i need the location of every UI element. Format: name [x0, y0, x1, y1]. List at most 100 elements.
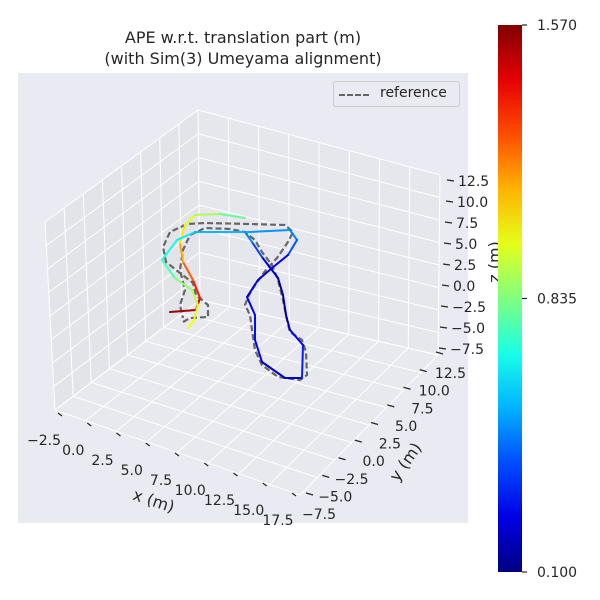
y-axis-tick	[322, 474, 330, 478]
back-gridline	[378, 158, 380, 342]
estimated-trajectory-segment	[246, 296, 256, 316]
y-axis-tick-label: 7.5	[411, 401, 433, 417]
reference-trajectory	[161, 221, 309, 382]
z-axis-tick	[444, 221, 453, 224]
estimated-trajectory-segment	[176, 231, 196, 241]
z-axis-tick-label: 2.5	[454, 258, 476, 274]
legend-reference-label: reference	[380, 85, 447, 101]
estimated-trajectory-segment	[249, 229, 291, 233]
back-gridline	[407, 166, 411, 349]
left-gridline	[50, 228, 200, 340]
x-axis-tick	[57, 412, 63, 417]
floor-gridline	[269, 347, 409, 485]
floor-gridline	[299, 354, 439, 496]
y-axis-tick-label: 2.5	[379, 437, 401, 453]
estimated-trajectory-segment	[169, 309, 197, 313]
z-axis-tick	[440, 305, 449, 308]
estimated-trajectory-segment	[192, 279, 201, 299]
z-axis-tick-label: 10.0	[457, 195, 488, 211]
colorbar-tick-label: 1.570	[537, 18, 577, 34]
x-axis-tick	[174, 452, 180, 457]
left-gridline	[52, 252, 200, 364]
left-gridline	[54, 299, 201, 411]
estimated-trajectory-segment	[289, 329, 304, 346]
x-axis-tick-label: 10.0	[175, 483, 206, 499]
left-gridline	[53, 275, 201, 387]
y-axis-tick-label: 10.0	[419, 384, 450, 400]
floor-pane	[55, 300, 438, 495]
floor-gridline	[127, 354, 370, 426]
y-axis-tick-label: 0.0	[362, 454, 384, 470]
x-axis-tick	[291, 492, 297, 497]
chart-title: APE w.r.t. translation part (m)	[124, 28, 362, 47]
estimated-trajectory-segment	[261, 256, 279, 279]
z-axis-tick	[445, 200, 454, 203]
estimated-trajectory-segment	[191, 289, 199, 306]
x-axis-tick	[262, 482, 268, 487]
x-axis-tick	[116, 432, 121, 437]
left-gridline	[140, 151, 147, 342]
z-axis-tick	[442, 263, 451, 266]
y-axis-tick-label: −2.5	[335, 472, 369, 488]
y-axis-tick	[370, 421, 379, 426]
x-axis-tick-label: 0.0	[62, 443, 84, 459]
x-axis-tick-label: −2.5	[27, 433, 61, 449]
estimated-trajectory-segment	[174, 277, 193, 291]
estimated-trajectory-segment	[161, 259, 176, 279]
left-gridline	[159, 137, 165, 328]
estimated-trajectory-segment	[219, 213, 246, 219]
x-axis-tick-label: 7.5	[150, 473, 172, 489]
floor-gridline	[145, 340, 387, 408]
estimated-trajectory-segment	[161, 239, 178, 261]
z-axis-tick	[441, 284, 450, 287]
estimated-trajectory-segment	[277, 277, 284, 296]
y-axis-tick-label: −7.5	[302, 507, 336, 523]
x-axis-tick-label: 17.5	[262, 513, 293, 529]
back-gridline	[198, 204, 440, 266]
left-gridline	[49, 204, 200, 317]
z-axis-tick-label: −7.5	[450, 342, 484, 358]
z-axis-tick	[446, 179, 455, 182]
estimated-trajectory-segment	[246, 279, 259, 298]
estimated-trajectory-segment	[254, 339, 263, 363]
z-axis-tick	[438, 347, 447, 350]
z-axis-tick-label: −5.0	[451, 321, 485, 337]
back-gridline	[437, 174, 441, 356]
y-axis-tick	[338, 457, 346, 461]
estimated-trajectory-segment	[182, 261, 194, 281]
y-axis-tick-label: 5.0	[395, 419, 417, 435]
x-axis-tick-label: 2.5	[91, 453, 113, 469]
floor-gridline	[238, 340, 379, 475]
estimated-trajectory-segment	[179, 242, 184, 263]
z-axis-tick-label: 5.0	[455, 237, 477, 253]
estimated-trajectory-segment	[184, 214, 196, 226]
estimated-trajectory-segment	[251, 241, 263, 258]
back-gridline	[348, 150, 350, 335]
back-gridline	[199, 299, 439, 356]
legend: reference	[333, 81, 460, 107]
x-axis-tick	[86, 422, 92, 427]
y-axis-tick	[354, 439, 362, 443]
x-axis-tick-label: 12.5	[204, 493, 235, 509]
estimated-trajectory-segment	[261, 361, 286, 379]
y-axis-tick-label: 12.5	[435, 366, 466, 382]
y-axis-tick	[435, 351, 444, 355]
floor-gridline	[163, 327, 404, 391]
colorbar	[498, 25, 522, 572]
estimated-trajectory-segment	[179, 224, 186, 244]
y-axis-tick-label: −5.0	[318, 489, 352, 505]
y-axis-tick	[387, 404, 395, 408]
y-axis-tick	[403, 386, 411, 390]
x-axis-tick	[145, 442, 151, 447]
z-axis-tick-label: 0.0	[453, 279, 475, 295]
z-axis-tick-label: 12.5	[458, 174, 489, 190]
y-axis-tick	[305, 492, 314, 496]
colorbar-tick-label: 0.100	[537, 565, 577, 581]
back-gridline	[199, 252, 439, 311]
estimated-trajectory-segment	[257, 267, 273, 281]
back-gridline	[199, 228, 439, 288]
estimated-trajectory-segment	[187, 319, 195, 329]
back-gridline	[199, 275, 439, 333]
estimated-trajectory-segment	[289, 229, 298, 241]
